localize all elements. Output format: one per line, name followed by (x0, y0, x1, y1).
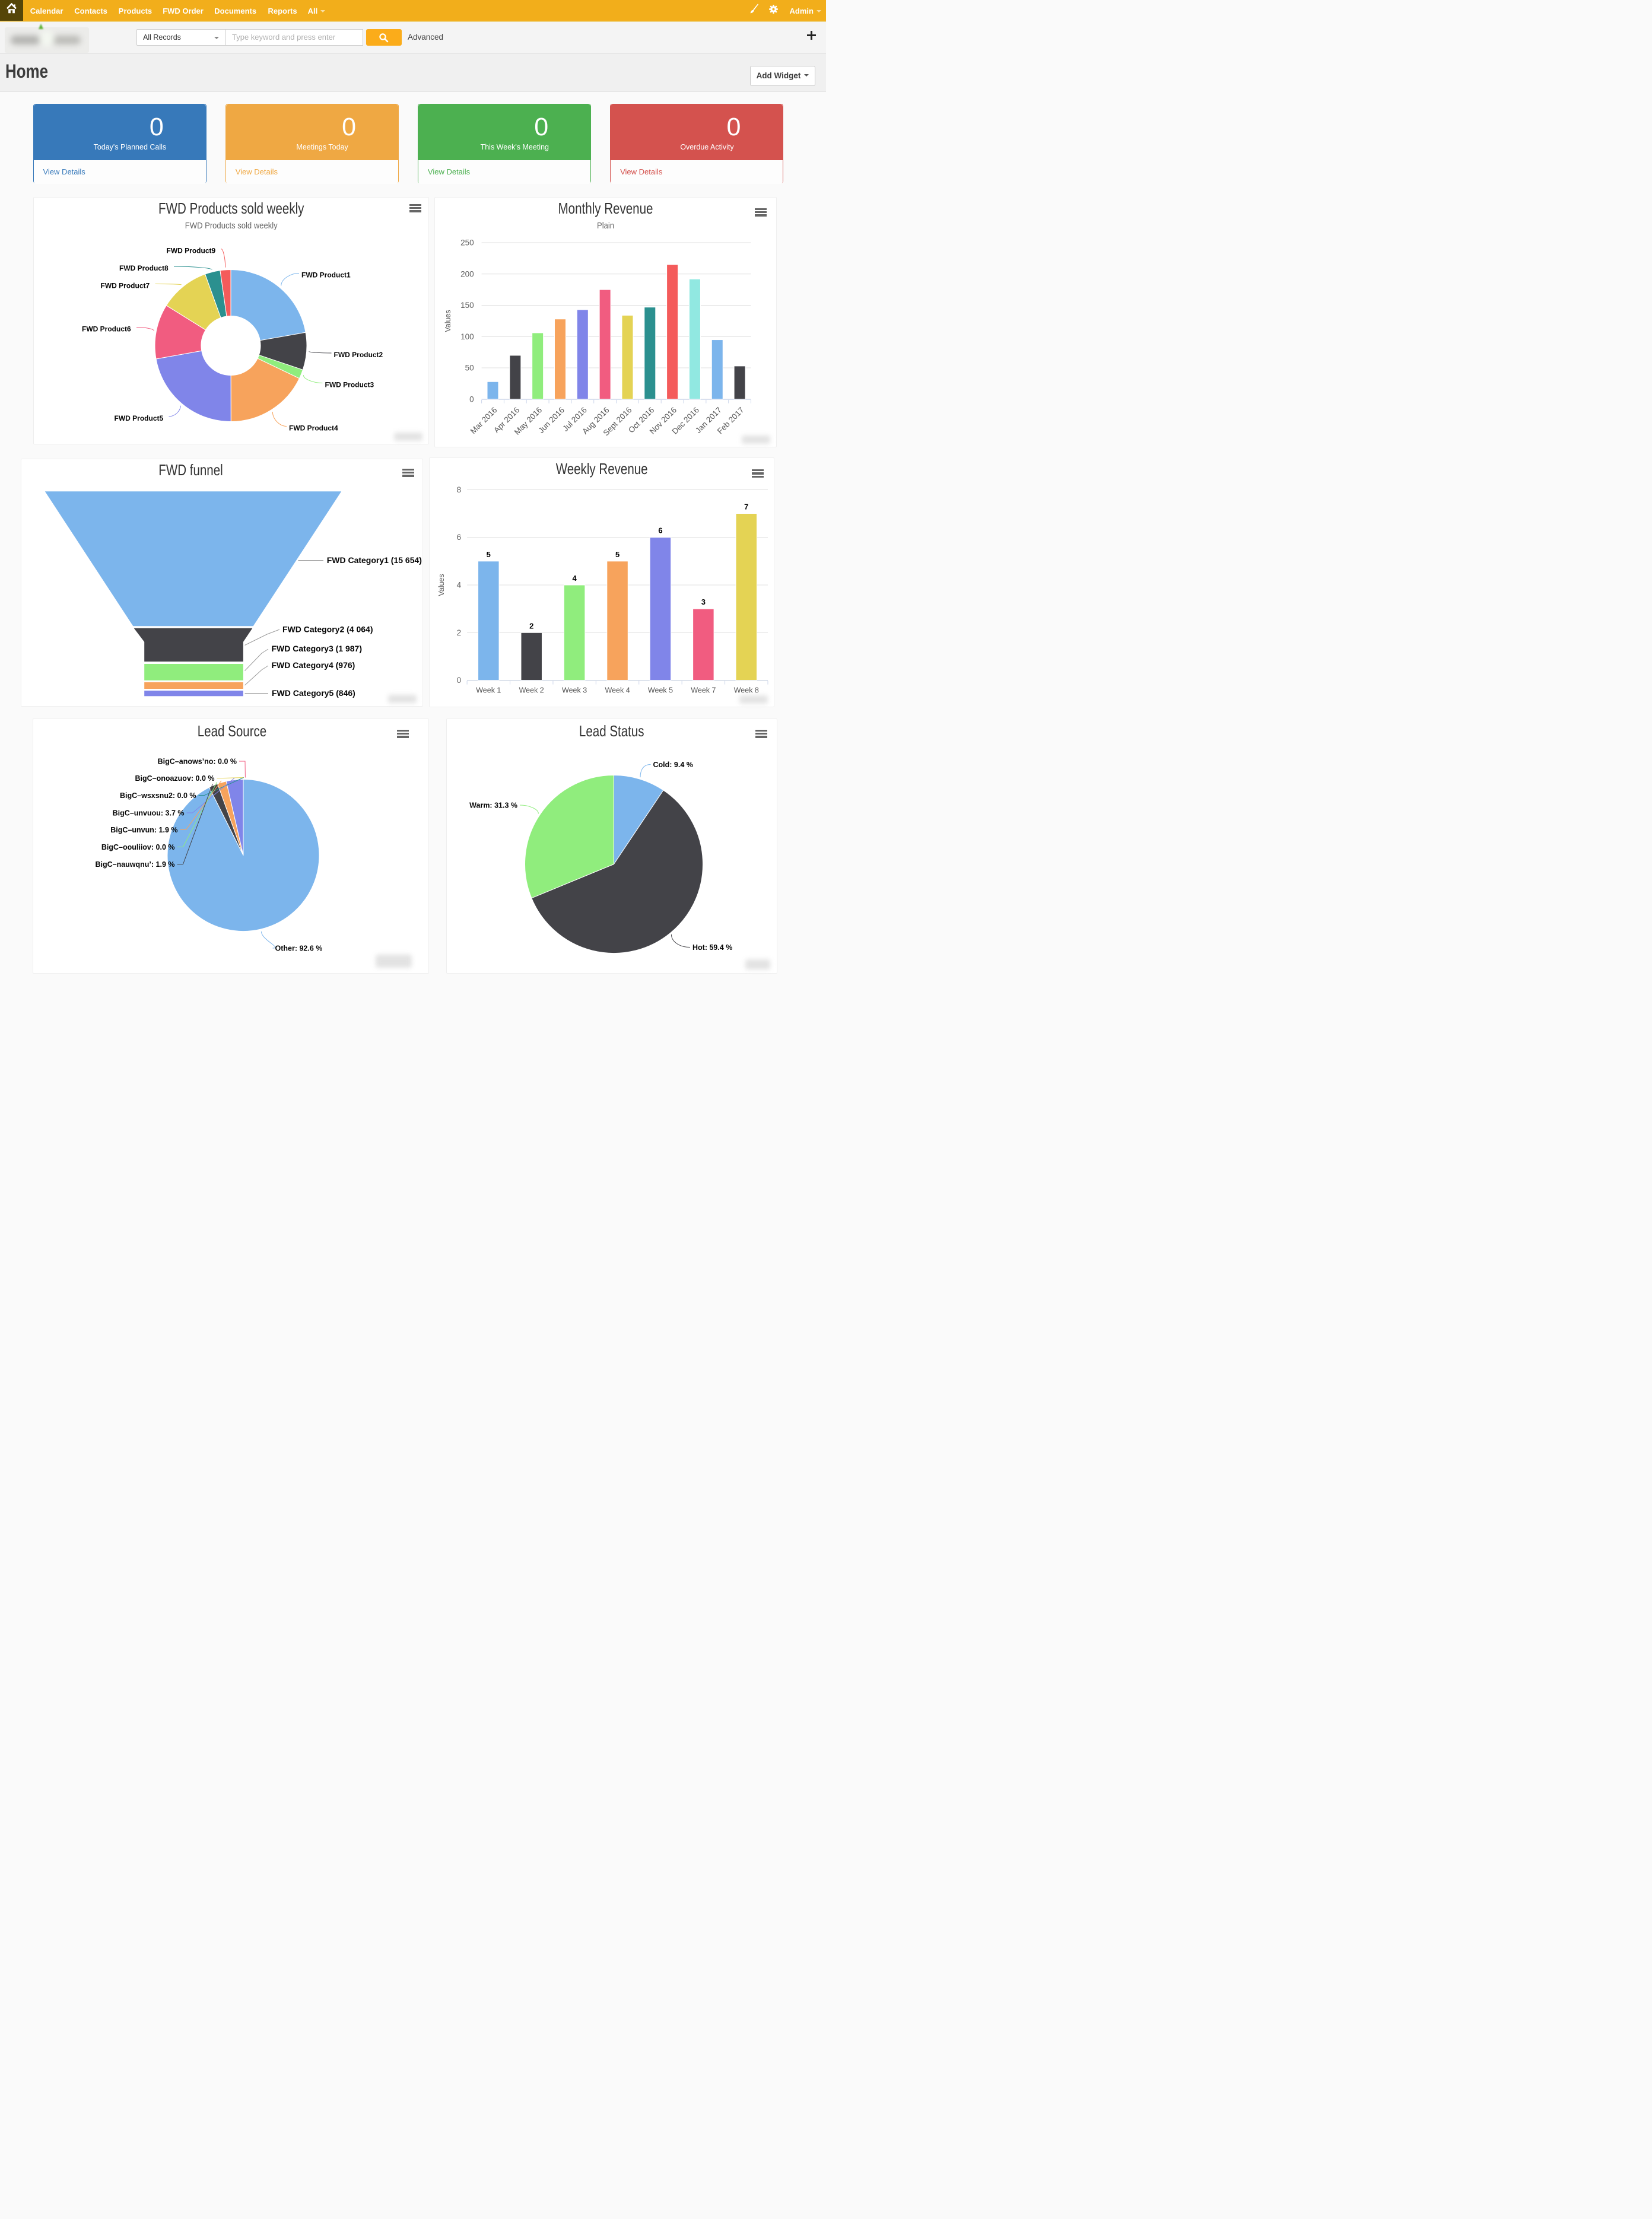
svg-text:BigC–oouliiov: 0.0 %: BigC–oouliiov: 0.0 % (101, 843, 174, 851)
svg-text:FWD Product3: FWD Product3 (325, 380, 374, 389)
svg-text:8: 8 (456, 485, 461, 494)
svg-text:BigC–wsxsnu2: 0.0 %: BigC–wsxsnu2: 0.0 % (119, 791, 196, 800)
svg-text:FWD Category4 (976): FWD Category4 (976) (272, 660, 355, 670)
svg-text:50: 50 (465, 363, 474, 372)
svg-text:Week 7: Week 7 (691, 686, 716, 695)
svg-text:BigC–nauwqnu’: 1.9 %: BigC–nauwqnu’: 1.9 % (95, 860, 174, 869)
svg-text:FWD Category2 (4 064): FWD Category2 (4 064) (282, 624, 373, 634)
svg-text:BigC–unvuou: 3.7 %: BigC–unvuou: 3.7 % (112, 809, 184, 817)
svg-text:Week 2: Week 2 (519, 686, 544, 695)
svg-text:FWD Category3 (1 987): FWD Category3 (1 987) (272, 644, 362, 653)
svg-text:0: 0 (469, 395, 474, 403)
svg-text:FWD Product8: FWD Product8 (119, 264, 169, 272)
svg-text:BigC–anows’no: 0.0 %: BigC–anows’no: 0.0 % (157, 757, 236, 765)
svg-text:5: 5 (486, 550, 490, 559)
svg-text:FWD Category5 (846): FWD Category5 (846) (272, 688, 355, 698)
svg-text:250: 250 (460, 238, 474, 247)
svg-text:Week 5: Week 5 (648, 686, 673, 695)
svg-text:BigC–unvun: 1.9 %: BigC–unvun: 1.9 % (110, 826, 177, 834)
svg-text:FWD Product7: FWD Product7 (100, 281, 150, 290)
svg-text:Values: Values (437, 574, 446, 596)
svg-text:2: 2 (456, 628, 461, 637)
svg-text:4: 4 (572, 574, 577, 583)
svg-text:FWD Product1: FWD Product1 (301, 271, 351, 279)
svg-text:100: 100 (460, 332, 474, 341)
svg-text:6: 6 (658, 526, 662, 535)
svg-text:4: 4 (456, 581, 461, 590)
svg-text:2: 2 (529, 621, 533, 630)
svg-text:5: 5 (615, 550, 620, 559)
svg-text:FWD Product9: FWD Product9 (166, 246, 215, 255)
svg-text:7: 7 (744, 503, 748, 511)
svg-text:Week 3: Week 3 (562, 686, 587, 695)
svg-text:6: 6 (456, 533, 461, 542)
svg-text:Cold: 9.4 %: Cold: 9.4 % (653, 761, 693, 769)
svg-text:Other: 92.6 %: Other: 92.6 % (275, 944, 322, 952)
svg-text:Hot: 59.4 %: Hot: 59.4 % (692, 943, 732, 952)
svg-text:FWD Product4: FWD Product4 (289, 424, 338, 432)
svg-text:Week 1: Week 1 (476, 686, 501, 695)
svg-text:FWD Product2: FWD Product2 (333, 351, 383, 359)
svg-text:Values: Values (444, 310, 452, 332)
svg-text:Week 4: Week 4 (605, 686, 630, 695)
svg-text:Week 8: Week 8 (733, 686, 758, 695)
svg-text:200: 200 (460, 269, 474, 278)
svg-text:FWD Product6: FWD Product6 (82, 325, 131, 333)
svg-text:FWD Category1 (15 654): FWD Category1 (15 654) (327, 555, 422, 565)
svg-text:150: 150 (460, 301, 474, 310)
svg-text:FWD Product5: FWD Product5 (114, 414, 163, 422)
svg-text:Warm: 31.3 %: Warm: 31.3 % (469, 801, 517, 809)
svg-text:0: 0 (456, 676, 461, 685)
svg-text:BigC–onoazuov: 0.0 %: BigC–onoazuov: 0.0 % (135, 774, 214, 783)
svg-text:3: 3 (701, 597, 705, 606)
